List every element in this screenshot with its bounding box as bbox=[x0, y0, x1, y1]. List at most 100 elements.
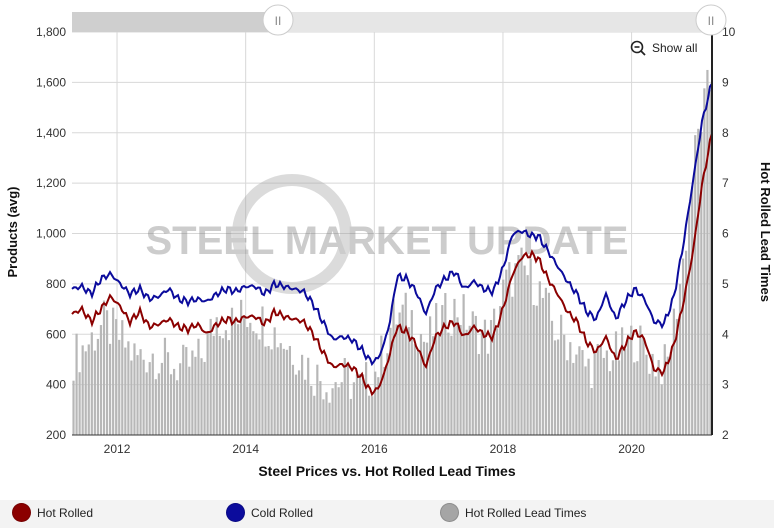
lead-time-bar bbox=[188, 367, 190, 435]
lead-time-bar bbox=[82, 345, 84, 435]
lead-time-bar bbox=[185, 347, 187, 435]
lead-time-bar bbox=[267, 346, 269, 435]
lead-time-bar bbox=[523, 266, 525, 435]
lead-time-bar bbox=[402, 305, 404, 435]
lead-time-bar bbox=[603, 358, 605, 435]
lead-time-bar bbox=[152, 354, 154, 435]
lead-time-bar bbox=[645, 355, 647, 435]
lead-time-bar bbox=[179, 363, 181, 435]
lead-time-bar bbox=[664, 344, 666, 435]
y-right-tick-label: 5 bbox=[722, 277, 729, 291]
y-left-tick-label: 800 bbox=[46, 277, 66, 291]
legend-item-hot-rolled[interactable]: Hot Rolled bbox=[12, 503, 93, 522]
lead-time-bar bbox=[353, 382, 355, 435]
lead-time-bar bbox=[112, 308, 114, 435]
lead-time-bar bbox=[313, 396, 315, 435]
lead-time-bar bbox=[554, 340, 556, 435]
lead-time-bar bbox=[395, 324, 397, 435]
lead-time-bar bbox=[399, 313, 401, 435]
lead-time-bar bbox=[374, 372, 376, 435]
lead-time-bar bbox=[545, 288, 547, 435]
x-tick-label: 2020 bbox=[618, 442, 645, 456]
legend-item-lead-times[interactable]: Hot Rolled Lead Times bbox=[440, 503, 586, 522]
lead-time-bar bbox=[194, 357, 196, 435]
lead-time-bar bbox=[459, 325, 461, 435]
y-axis-right-title: Hot Rolled Lead Times bbox=[758, 162, 773, 302]
lead-time-bar bbox=[133, 343, 135, 435]
y-right-tick-label: 7 bbox=[722, 176, 729, 190]
y-right-tick-label: 6 bbox=[722, 227, 729, 241]
lead-time-bar bbox=[429, 316, 431, 435]
lead-time-bar bbox=[170, 374, 172, 435]
lead-time-bar bbox=[264, 347, 266, 435]
lead-time-bar bbox=[621, 327, 623, 435]
show-all-label: Show all bbox=[652, 41, 697, 55]
lead-time-bar bbox=[255, 333, 257, 435]
legend-label-lead-times: Hot Rolled Lead Times bbox=[465, 506, 586, 520]
lead-time-bar bbox=[252, 331, 254, 435]
range-navigator[interactable]: II II bbox=[72, 5, 726, 35]
lead-time-bar bbox=[636, 361, 638, 435]
lead-time-bar bbox=[130, 361, 132, 435]
lead-time-bar bbox=[100, 325, 102, 435]
lead-time-bar bbox=[511, 297, 513, 435]
legend-swatch-hot-rolled bbox=[12, 503, 31, 522]
lead-time-bar bbox=[566, 360, 568, 435]
lead-time-bar bbox=[536, 306, 538, 435]
lead-time-bar bbox=[146, 372, 148, 435]
lead-time-bar bbox=[520, 248, 522, 435]
lead-time-bar bbox=[670, 352, 672, 435]
lead-time-bar bbox=[301, 355, 303, 435]
lead-time-bar bbox=[496, 328, 498, 435]
lead-time-bar bbox=[639, 326, 641, 435]
lead-time-bar bbox=[447, 333, 449, 435]
lead-time-bar bbox=[481, 330, 483, 435]
legend-item-cold-rolled[interactable]: Cold Rolled bbox=[226, 503, 313, 522]
lead-time-bar bbox=[673, 309, 675, 435]
lead-time-bar bbox=[292, 365, 294, 435]
zoom-out-icon bbox=[630, 40, 646, 56]
lead-time-bar bbox=[633, 362, 635, 435]
navigator-right-handle[interactable]: II bbox=[696, 5, 726, 35]
lead-time-bar bbox=[289, 346, 291, 435]
lead-time-bar bbox=[304, 380, 306, 435]
lead-time-bar bbox=[517, 255, 519, 435]
lead-time-bar bbox=[627, 335, 629, 435]
lead-time-bar bbox=[319, 381, 321, 435]
lead-time-bar bbox=[124, 348, 126, 435]
lead-time-bar bbox=[694, 135, 696, 435]
y-left-tick-label: 1,200 bbox=[36, 176, 66, 190]
lead-time-bar bbox=[286, 350, 288, 435]
y-right-tick-label: 8 bbox=[722, 126, 729, 140]
lead-time-bar bbox=[411, 310, 413, 435]
navigator-left-handle[interactable]: II bbox=[263, 5, 293, 35]
lead-time-bar bbox=[530, 259, 532, 435]
lead-time-bar bbox=[167, 352, 169, 435]
lead-time-bar bbox=[420, 334, 422, 435]
lead-time-bar bbox=[335, 382, 337, 435]
lead-time-bar bbox=[274, 327, 276, 435]
lead-time-bar bbox=[106, 310, 108, 435]
lead-time-bar bbox=[569, 342, 571, 435]
lead-time-bar bbox=[594, 353, 596, 435]
watermark: STEEL MARKET UPDATE bbox=[146, 180, 629, 288]
x-tick-label: 2012 bbox=[104, 442, 131, 456]
lead-time-bar bbox=[225, 330, 227, 435]
lead-time-bar bbox=[115, 319, 117, 435]
navigator-selected-range[interactable] bbox=[72, 12, 278, 32]
lead-time-bar bbox=[103, 301, 105, 435]
lead-time-bar bbox=[91, 332, 93, 435]
navigator-right-handle-grip: II bbox=[708, 14, 715, 28]
lead-time-bar bbox=[466, 330, 468, 435]
lead-time-bar bbox=[612, 360, 614, 435]
lead-time-bar bbox=[667, 357, 669, 435]
lead-time-bar bbox=[661, 384, 663, 435]
y-left-tick-label: 400 bbox=[46, 378, 66, 392]
lead-time-bar bbox=[365, 362, 367, 435]
lead-time-bar bbox=[679, 284, 681, 435]
lead-time-bar bbox=[325, 392, 327, 435]
lead-time-bar bbox=[575, 355, 577, 435]
show-all-button[interactable]: Show all bbox=[630, 40, 697, 56]
lead-time-bar bbox=[197, 339, 199, 435]
lead-time-bar bbox=[164, 338, 166, 435]
